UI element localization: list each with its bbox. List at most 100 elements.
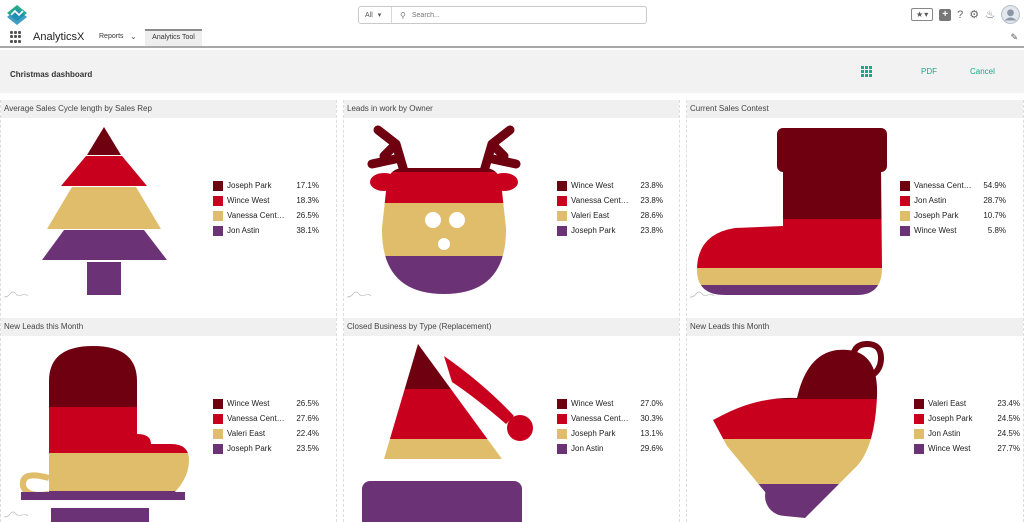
sparkline-icon [690,291,714,298]
search-icon: ⚲ [400,10,406,20]
dashboard-panel: Closed Business by Type (Replacement) Wi… [343,318,680,522]
legend-item[interactable]: Vanessa Centeno 26.5% [213,211,323,222]
eye-right [449,212,465,228]
stocking-segment-1 [697,168,882,219]
legend-value: 30.3% [640,414,663,423]
cancel-button[interactable]: Cancel [970,67,995,76]
head-segment-1 [381,168,507,172]
legend-label: Vanessa Centeno [227,211,289,220]
legend-swatch [213,444,223,454]
sparkline-icon [4,511,28,518]
bell-segment-4 [713,484,878,518]
legend-item[interactable]: Joseph Park 23.5% [213,444,323,455]
legend-value: 28.6% [640,211,663,220]
legend-item[interactable]: Joseph Park 10.7% [900,211,1010,222]
bell-chart-graphic [713,340,885,518]
search-scope-select[interactable]: All ▾ [359,7,392,23]
legend-item[interactable]: Joseph Park 24.5% [914,414,1024,425]
legend-swatch [213,211,223,221]
legend-item[interactable]: Valeri East 22.4% [213,429,323,440]
tab-analytics-tool[interactable]: Analytics Tool [145,29,202,46]
legend-value: 26.5% [296,211,319,220]
dashboard-panel: Average Sales Cycle length by Sales Rep … [0,100,337,316]
hat-pompom [507,415,533,441]
legend-value: 27.7% [997,444,1020,453]
chevron-down-icon[interactable]: ⌄ [130,32,137,41]
reindeer-chart-graphic [367,125,521,294]
mitten-cuff [51,508,149,522]
legend-item[interactable]: Wince West 27.7% [914,444,1024,455]
legend-label: Wince West [227,196,270,205]
legend-label: Wince West [227,399,270,408]
panel-title: Average Sales Cycle length by Sales Rep [1,100,336,118]
avatar[interactable] [1001,5,1020,24]
legend-swatch [914,429,924,439]
legend-item[interactable]: Vanessa Centeno 30.3% [557,414,667,425]
legend-item[interactable]: Wince West 23.8% [557,181,667,192]
legend-item[interactable]: Jon Astin 38.1% [213,226,323,237]
app-logo[interactable] [5,3,29,27]
legend-item[interactable]: Valeri East 23.4% [914,399,1024,410]
sparkline-icon [347,291,371,298]
santa-hat-chart-graphic [362,344,533,522]
global-actions-button[interactable]: + [939,8,952,21]
pdf-button[interactable]: PDF [921,67,937,76]
legend-item[interactable]: Jon Astin 28.7% [900,196,1010,207]
grid-view-icon[interactable] [861,66,872,77]
legend-item[interactable]: Valeri East 28.6% [557,211,667,222]
legend-item[interactable]: Vanessa Centeno 23.8% [557,196,667,207]
bell-icon[interactable]: ♨ [985,8,995,21]
panel-title: New Leads this Month [687,318,1023,336]
legend-item[interactable]: Vanessa Centeno 27.6% [213,414,323,425]
search-input[interactable] [411,11,632,19]
stocking-cuff [777,128,887,172]
legend-label: Wince West [571,181,614,190]
legend-swatch [900,196,910,206]
app-launcher-icon[interactable] [10,31,22,43]
legend-swatch [557,429,567,439]
hat-segment-4 [362,481,522,522]
legend-label: Jon Astin [914,196,947,205]
legend-value: 29.6% [640,444,663,453]
legend-swatch [213,226,223,236]
legend-value: 5.8% [987,226,1006,235]
legend-label: Vanessa Centeno [571,414,633,423]
chevron-down-icon: ▾ [377,12,382,19]
legend-swatch [213,196,223,206]
global-search: All ▾ ⚲ [358,6,647,24]
favorites-button[interactable]: ★ ▾ [911,8,934,21]
legend-item[interactable]: Wince West 26.5% [213,399,323,410]
app-navigation: AnalyticsX Reports ⌄ Analytics Tool ✎ [0,29,1024,48]
legend-item[interactable]: Wince West 27.0% [557,399,667,410]
hat-segment-3 [384,439,502,459]
legend-swatch [557,414,567,424]
legend-value: 54.9% [983,181,1006,190]
legend-value: 24.5% [997,429,1020,438]
legend-label: Valeri East [928,399,967,408]
help-icon[interactable]: ? [957,8,964,21]
legend-swatch [557,181,567,191]
tree-chart-graphic [42,127,167,295]
legend-item[interactable]: Jon Astin 29.6% [557,444,667,455]
legend-item[interactable]: Joseph Park 23.8% [557,226,667,237]
legend-swatch [213,414,223,424]
legend-item[interactable]: Wince West 5.8% [900,226,1010,237]
bell-hook [849,340,885,379]
gear-icon[interactable]: ⚙ [969,8,980,21]
legend-value: 10.7% [983,211,1006,220]
legend-label: Wince West [571,399,614,408]
legend-item[interactable]: Joseph Park 17.1% [213,181,323,192]
dashboard-header: Christmas dashboard PDF Cancel [0,50,1024,93]
legend-swatch [213,181,223,191]
legend-item[interactable]: Vanessa Centeno 54.9% [900,181,1010,192]
legend-item[interactable]: Joseph Park 13.1% [557,429,667,440]
antler-left [367,125,411,183]
legend-item[interactable]: Jon Astin 24.5% [914,429,1024,440]
legend-value: 18.3% [296,196,319,205]
nav-item-reports[interactable]: Reports [99,33,124,40]
legend-swatch [900,226,910,236]
legend-label: Joseph Park [227,444,272,453]
legend-label: Wince West [914,226,957,235]
legend-item[interactable]: Wince West 18.3% [213,196,323,207]
edit-nav-pencil-icon[interactable]: ✎ [1010,32,1018,42]
